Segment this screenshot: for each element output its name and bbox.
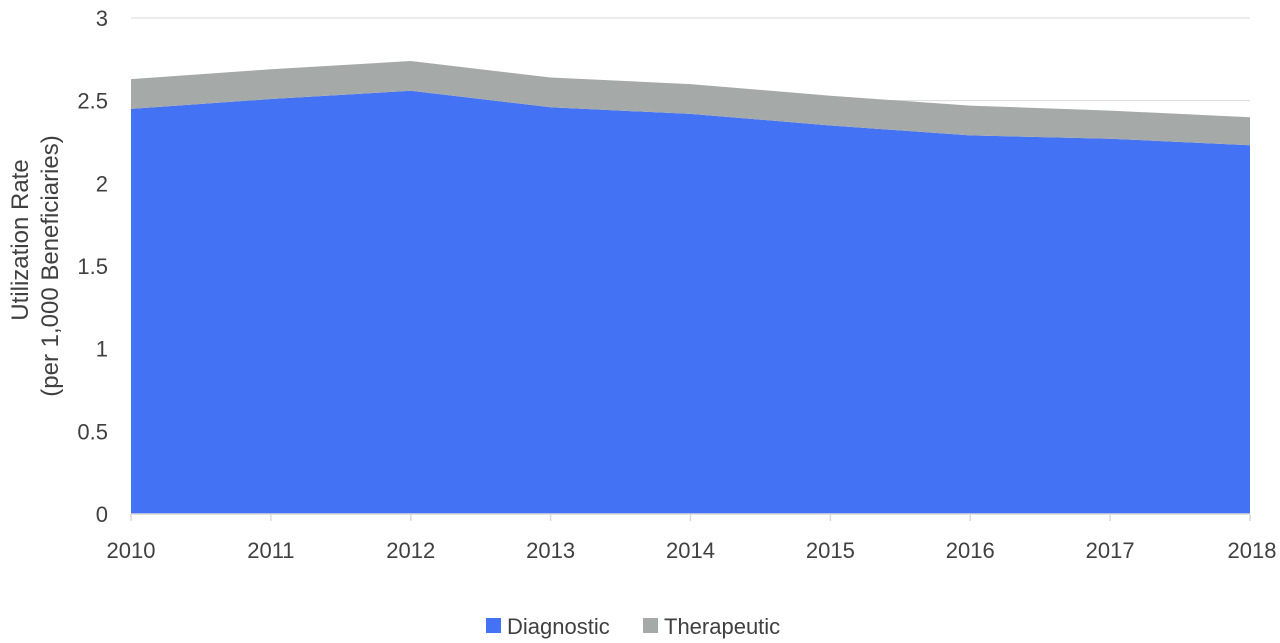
x-tick-label-2015: 2015: [806, 538, 855, 563]
y-tick-labels: 0 0.5 1 1.5 2 2.5 3: [77, 6, 108, 527]
x-tick-label-2013: 2013: [526, 538, 575, 563]
legend: Diagnostic Therapeutic: [486, 614, 780, 639]
area-layer: [131, 60, 1250, 514]
y-tick-label-3: 3: [96, 6, 108, 31]
x-tick-label-2014: 2014: [666, 538, 715, 563]
y-tick-label-2: 2: [96, 171, 108, 196]
y-axis-title-line-2: (per 1,000 Beneficiaries): [37, 135, 64, 396]
y-axis-title: Utilization Rate (per 1,000 Beneficiarie…: [7, 135, 64, 396]
x-tick-label-2017: 2017: [1086, 538, 1135, 563]
y-axis-title-line-1: Utilization Rate: [7, 159, 34, 320]
y-tick-label-1.5: 1.5: [77, 254, 108, 279]
y-tick-label-1: 1: [96, 337, 108, 362]
x-tick-label-2010: 2010: [107, 538, 156, 563]
x-tick-label-2018: 2018: [1228, 538, 1277, 563]
y-tick-label-2.5: 2.5: [77, 89, 108, 114]
y-tick-label-0: 0: [96, 502, 108, 527]
axis-layer: [130, 513, 1251, 521]
area-series-diagnostic: [131, 90, 1250, 514]
legend-swatch-diagnostic: [486, 618, 501, 633]
x-tick-label-2012: 2012: [386, 538, 435, 563]
legend-label-therapeutic: Therapeutic: [664, 614, 780, 639]
y-tick-label-0.5: 0.5: [77, 419, 108, 444]
x-tick-label-2011: 2011: [247, 538, 294, 563]
legend-swatch-therapeutic: [643, 618, 658, 633]
x-tick-labels: 2010 2011 2012 2013 2014 2015 2016 2017 2018: [107, 538, 1277, 563]
legend-label-diagnostic: Diagnostic: [507, 614, 610, 639]
area-series-therapeutic: [131, 60, 1250, 146]
x-tick-label-2016: 2016: [946, 538, 995, 563]
